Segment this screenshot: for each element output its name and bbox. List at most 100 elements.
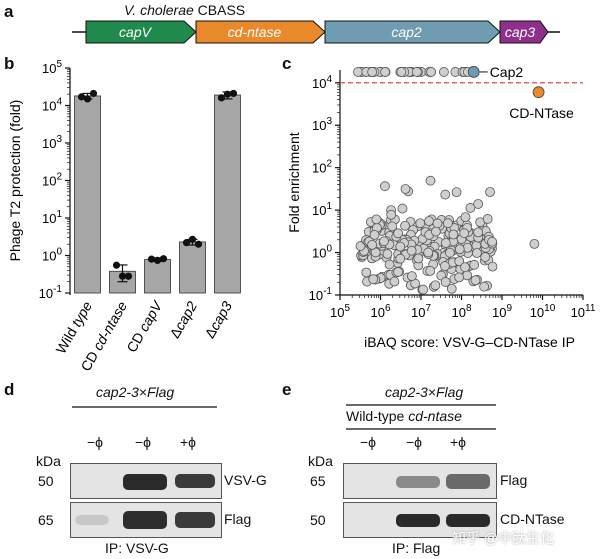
y-tick-label: 10-1 [39, 284, 63, 301]
scatter-point [440, 238, 451, 248]
bar [214, 94, 241, 294]
band [396, 514, 440, 527]
scatter-point [406, 271, 417, 282]
replicate-point [153, 256, 162, 265]
scatter-point [473, 199, 484, 209]
kda-d-row1: 50 [38, 473, 54, 489]
scatter-point [529, 238, 540, 249]
gene-arrow-cap2 [324, 20, 501, 44]
panel-letter-a: a [4, 2, 14, 21]
scatter-point [440, 189, 451, 200]
scatter-point [469, 259, 480, 270]
blot-d-label-2: Flag [224, 511, 252, 527]
scatter-point [470, 275, 481, 286]
replicate-point [188, 235, 197, 243]
replicate-point [223, 90, 232, 98]
y-tick-label: 102 [312, 159, 332, 176]
scatter-point [367, 67, 378, 77]
blot-d-vsvg [70, 463, 222, 499]
band [396, 476, 440, 488]
scatter-point [396, 67, 407, 77]
scatter-point [425, 175, 436, 186]
scatter-point [395, 253, 406, 264]
scatter-point [380, 67, 391, 77]
gene-arrow-cap3 [499, 20, 549, 44]
replicate-point [229, 89, 238, 98]
band [446, 474, 490, 489]
band [75, 515, 109, 525]
background-e-bar [346, 428, 496, 430]
scatter-point [432, 218, 443, 229]
y-tick-label: 104 [42, 97, 62, 114]
background-e: Wild-type cd-ntase [346, 408, 462, 424]
scatter-point [353, 67, 363, 77]
highlight-label: CD-NTase [509, 105, 574, 121]
scatter-point [397, 203, 408, 214]
band [175, 474, 215, 488]
highlight-point-cd-ntase [532, 86, 545, 99]
operon-title: V. cholerae CBASS [124, 2, 246, 18]
blot-e-flag [343, 463, 497, 499]
scatter-point [446, 283, 457, 294]
scatter-point [369, 229, 380, 240]
scatter-point [382, 249, 393, 259]
x-tick-label: 105 [330, 303, 350, 320]
highlight-point-cap2 [467, 66, 480, 78]
bar [179, 241, 206, 294]
blot-e-cdntase [343, 502, 497, 538]
gene-label-capV: capV [119, 24, 153, 40]
x-tick-label: Δcap2 [166, 298, 200, 341]
highlight-label: Cap2 [490, 64, 524, 80]
ip-label-e: IP: Flag [392, 540, 441, 556]
band [123, 511, 167, 529]
scatter-point [413, 253, 424, 264]
panel-letter-b: b [4, 54, 15, 73]
panel-letter-d: d [4, 380, 15, 399]
y-tick-label: 102 [42, 172, 62, 189]
replicate-point [147, 255, 156, 263]
kda-e: kDa [308, 453, 333, 469]
scatter-point [424, 216, 434, 227]
scatter-point [460, 212, 471, 223]
scatter-point [426, 67, 436, 77]
replicate-point [124, 272, 133, 280]
scatter-point [361, 267, 372, 278]
scatter-point [485, 187, 495, 197]
band [175, 512, 215, 528]
construct-e-bar [346, 404, 496, 406]
scatter-point [459, 228, 470, 239]
gene-label-cd-ntase: cd-ntase [228, 24, 282, 40]
scatter-point [415, 218, 426, 229]
y-tick-label: 100 [42, 247, 62, 264]
blot-d-label-1: VSV-G [224, 472, 267, 488]
x-tick-label: 107 [411, 303, 431, 320]
replicate-point [112, 261, 121, 269]
scatter-point [395, 241, 406, 252]
scatter-point [440, 277, 451, 287]
band [446, 514, 490, 527]
scatter-point [371, 214, 382, 225]
scatter-point [487, 236, 497, 247]
scatter-point [380, 181, 390, 192]
x-tick-label: 106 [370, 303, 390, 320]
scatter-point [386, 209, 397, 220]
scatter-point [480, 252, 491, 262]
gene-arrow-cd-ntase [195, 20, 326, 44]
y-tick-label: 10-1 [309, 286, 333, 303]
replicate-point [118, 272, 127, 280]
protection-bar-chart: 10-1 100 101 102 103 104 105 Phage T2 protectio… [7, 59, 241, 374]
scatter-point [418, 284, 429, 295]
scatter-point [479, 281, 490, 292]
watermark: 知乎 @中肽生化 [452, 530, 555, 546]
y-tick-label: 105 [42, 59, 62, 76]
panel-letter-c: c [282, 54, 292, 73]
gene-label-cap2: cap2 [391, 24, 422, 40]
x-axis-label: iBAQ score: VSV-G–CD-NTase IP [364, 334, 575, 350]
lane-e-3: +ϕ [450, 434, 467, 450]
scatter-point [443, 218, 453, 229]
scatter-point [440, 261, 450, 271]
scatter-point [400, 184, 411, 194]
scatter-point [389, 276, 400, 287]
construct-d: cap2-3×Flag [96, 384, 175, 400]
x-tick-label: 1010 [530, 303, 556, 320]
